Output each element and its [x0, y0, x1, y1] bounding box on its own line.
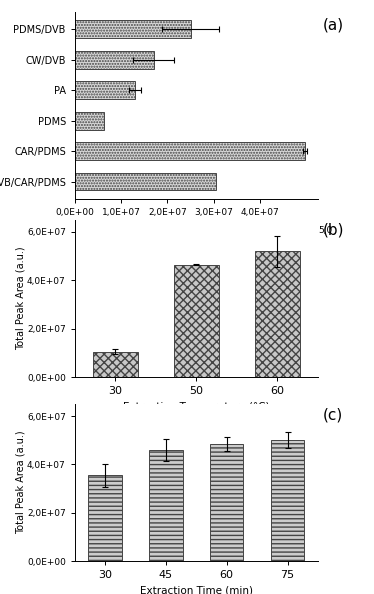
Bar	[89, 475, 122, 561]
Text: (c): (c)	[323, 407, 343, 422]
Bar	[75, 143, 305, 160]
Bar	[210, 444, 243, 561]
X-axis label: Total Peak Area (a.u.): Total Peak Area (a.u.)	[141, 223, 252, 233]
Bar	[255, 251, 300, 377]
Bar	[93, 352, 138, 377]
Text: (b): (b)	[323, 223, 344, 238]
Bar	[149, 450, 183, 561]
X-axis label: Extraction Time (min): Extraction Time (min)	[140, 586, 253, 594]
Y-axis label: Total Peak Area (a.u.): Total Peak Area (a.u.)	[15, 431, 25, 535]
Bar	[75, 20, 191, 38]
Text: (a): (a)	[323, 17, 344, 33]
Bar	[271, 440, 304, 561]
Bar	[75, 81, 135, 99]
Bar	[75, 173, 216, 191]
Bar	[174, 264, 219, 377]
Y-axis label: Total Peak Area (a.u.): Total Peak Area (a.u.)	[15, 247, 25, 350]
Bar	[75, 112, 104, 129]
Text: 5,0: 5,0	[318, 226, 332, 235]
X-axis label: Extraction Temperature (°C): Extraction Temperature (°C)	[123, 402, 270, 412]
Bar	[75, 51, 153, 68]
